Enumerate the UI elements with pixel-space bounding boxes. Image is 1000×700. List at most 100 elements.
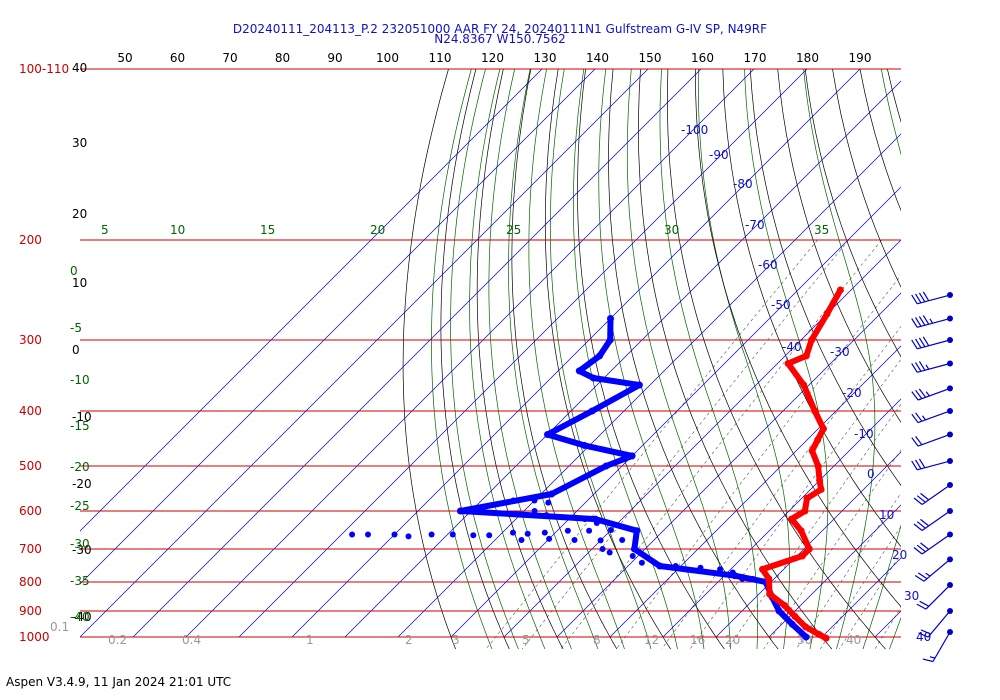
dewpoint-scatter-14 — [518, 537, 525, 543]
temperature-point-15 — [788, 515, 795, 523]
mixing-ratio-label-7: 8 — [593, 633, 601, 647]
pressure-label-400: 400 — [19, 404, 42, 418]
mixing-ratio-12 — [795, 492, 901, 650]
axis-labels: 100-1102003004005006007008009001000-100-… — [19, 51, 931, 647]
dewpoint-point-9 — [628, 452, 636, 460]
dry-adiabat-140 — [970, 69, 1000, 649]
temperature-point-6 — [811, 407, 819, 415]
wind-barb-staff-7 — [917, 460, 951, 471]
wind-barb-staff-1 — [917, 317, 951, 328]
dry-adiabat-label-8: -40 — [72, 610, 92, 624]
pressure-label-300: 300 — [19, 333, 42, 347]
mixing-ratio-20 — [839, 553, 901, 650]
top-axis-label-1: 60 — [170, 51, 185, 65]
wind-barb-full-9 — [913, 523, 923, 531]
isotherm-label-40: 40 — [916, 630, 931, 644]
wind-barb-8 — [913, 481, 953, 505]
dry-adiabat--50 — [402, 69, 456, 650]
mixing-ratio-label-4: 2 — [405, 633, 413, 647]
dry-adiabat-50 — [722, 69, 901, 548]
dewpoint-profile — [349, 315, 810, 641]
isotherm--20 — [609, 345, 901, 638]
isobars — [80, 68, 901, 638]
dry-adiabat-label-3: 10 — [72, 276, 87, 290]
isotherm-label--20: -20 — [842, 386, 862, 400]
dewpoint-point-5 — [635, 381, 643, 389]
temperature-point-12 — [817, 486, 825, 493]
temperature-point-3 — [802, 352, 810, 360]
dewpoint-scatter-13 — [608, 527, 614, 533]
wind-barb-full-7 — [911, 460, 918, 471]
moist-label-left-8: -40 — [70, 610, 90, 624]
wind-barb-half-3 — [925, 364, 930, 370]
moist-adiabat--40 — [431, 69, 493, 650]
top-axis-label-3: 80 — [275, 51, 290, 65]
dewpoint-point-6 — [588, 407, 596, 415]
dewpoint-point-21 — [788, 620, 796, 628]
wind-barb-staff-12 — [925, 584, 951, 610]
wind-barb-1 — [911, 315, 953, 328]
isotherm-label--60: -60 — [758, 258, 778, 272]
wind-barb-half-4 — [925, 391, 930, 397]
moist-label-top-5: 30 — [664, 223, 679, 237]
mixing-ratio-label-8: 12 — [644, 633, 659, 647]
temperature-point-5 — [800, 381, 808, 389]
dry-adiabat-label-1: 30 — [72, 136, 87, 150]
pressure-label-600: 600 — [19, 504, 42, 518]
wind-barb-staff-4 — [917, 387, 951, 401]
wind-barb-staff-14 — [932, 631, 951, 662]
isotherm--10 — [662, 398, 901, 638]
dewpoint-scatter-4 — [428, 531, 435, 538]
temperature-point-18 — [798, 552, 806, 560]
dewpoint-scatter-23 — [543, 512, 550, 519]
dewpoint-scatter-32 — [717, 566, 724, 573]
wind-barb-full-1 — [922, 315, 930, 325]
wind-barb-staff-5 — [917, 410, 951, 424]
dry-adiabat-label-7: -30 — [72, 543, 92, 557]
wind-barb-12 — [916, 582, 953, 610]
dry-adiabat-label-5: -10 — [72, 410, 92, 424]
moist-label-top-2: 15 — [260, 223, 275, 237]
dry-adiabat-80 — [804, 69, 901, 358]
wind-barb-full-7 — [914, 459, 922, 470]
wind-barb-full-9 — [920, 518, 930, 527]
wind-barb-full-3 — [914, 362, 922, 372]
top-axis-label-4: 90 — [327, 51, 342, 65]
dewpoint-scatter-31 — [697, 564, 704, 571]
wind-barb-full-6 — [915, 436, 923, 446]
dewpoint-point-2 — [596, 352, 604, 360]
moist-label-top-0: 5 — [101, 223, 109, 237]
dewpoint-point-16 — [656, 562, 664, 570]
moist-label-left-6: -30 — [70, 537, 90, 551]
dry-adiabat-70 — [777, 69, 901, 424]
wind-barb-3 — [911, 360, 953, 373]
wind-barb-full-11 — [917, 572, 928, 580]
wind-barb-full-11 — [914, 574, 925, 582]
wind-barb-staff-10 — [921, 534, 951, 555]
top-axis-label-6: 110 — [429, 51, 452, 65]
isotherm--130 — [80, 69, 596, 585]
chart-subtitle-location: N24.8367 W150.7562 — [434, 32, 566, 46]
wind-barb-2 — [911, 336, 953, 350]
isotherm-40 — [928, 69, 1000, 637]
temperature-point-0 — [836, 286, 844, 294]
pressure-label-900: 900 — [19, 604, 42, 618]
isotherm--30 — [556, 292, 901, 638]
mixing-ratio-label-6: 5 — [522, 633, 530, 647]
moist-adiabat--30 — [469, 69, 546, 650]
dry-adiabat-label-6: -20 — [72, 477, 92, 491]
temperature-point-19 — [759, 565, 766, 573]
wind-barb-5 — [911, 407, 953, 424]
wind-barb-full-8 — [913, 497, 923, 505]
dewpoint-scatter-1 — [365, 531, 371, 538]
moist-adiabat--35 — [450, 69, 519, 650]
dewpoint-scatter-6 — [470, 532, 477, 539]
dewpoint-scatter-27 — [606, 549, 613, 556]
top-axis-label-2: 70 — [222, 51, 237, 65]
dewpoint-scatter-12 — [586, 527, 593, 534]
wind-barb-staff-6 — [917, 433, 951, 447]
wind-barb-full-0 — [918, 292, 926, 303]
moist-label-left-7: -35 — [70, 574, 90, 588]
temperature-point-20 — [765, 575, 773, 583]
wind-barb-staff-8 — [921, 484, 951, 505]
